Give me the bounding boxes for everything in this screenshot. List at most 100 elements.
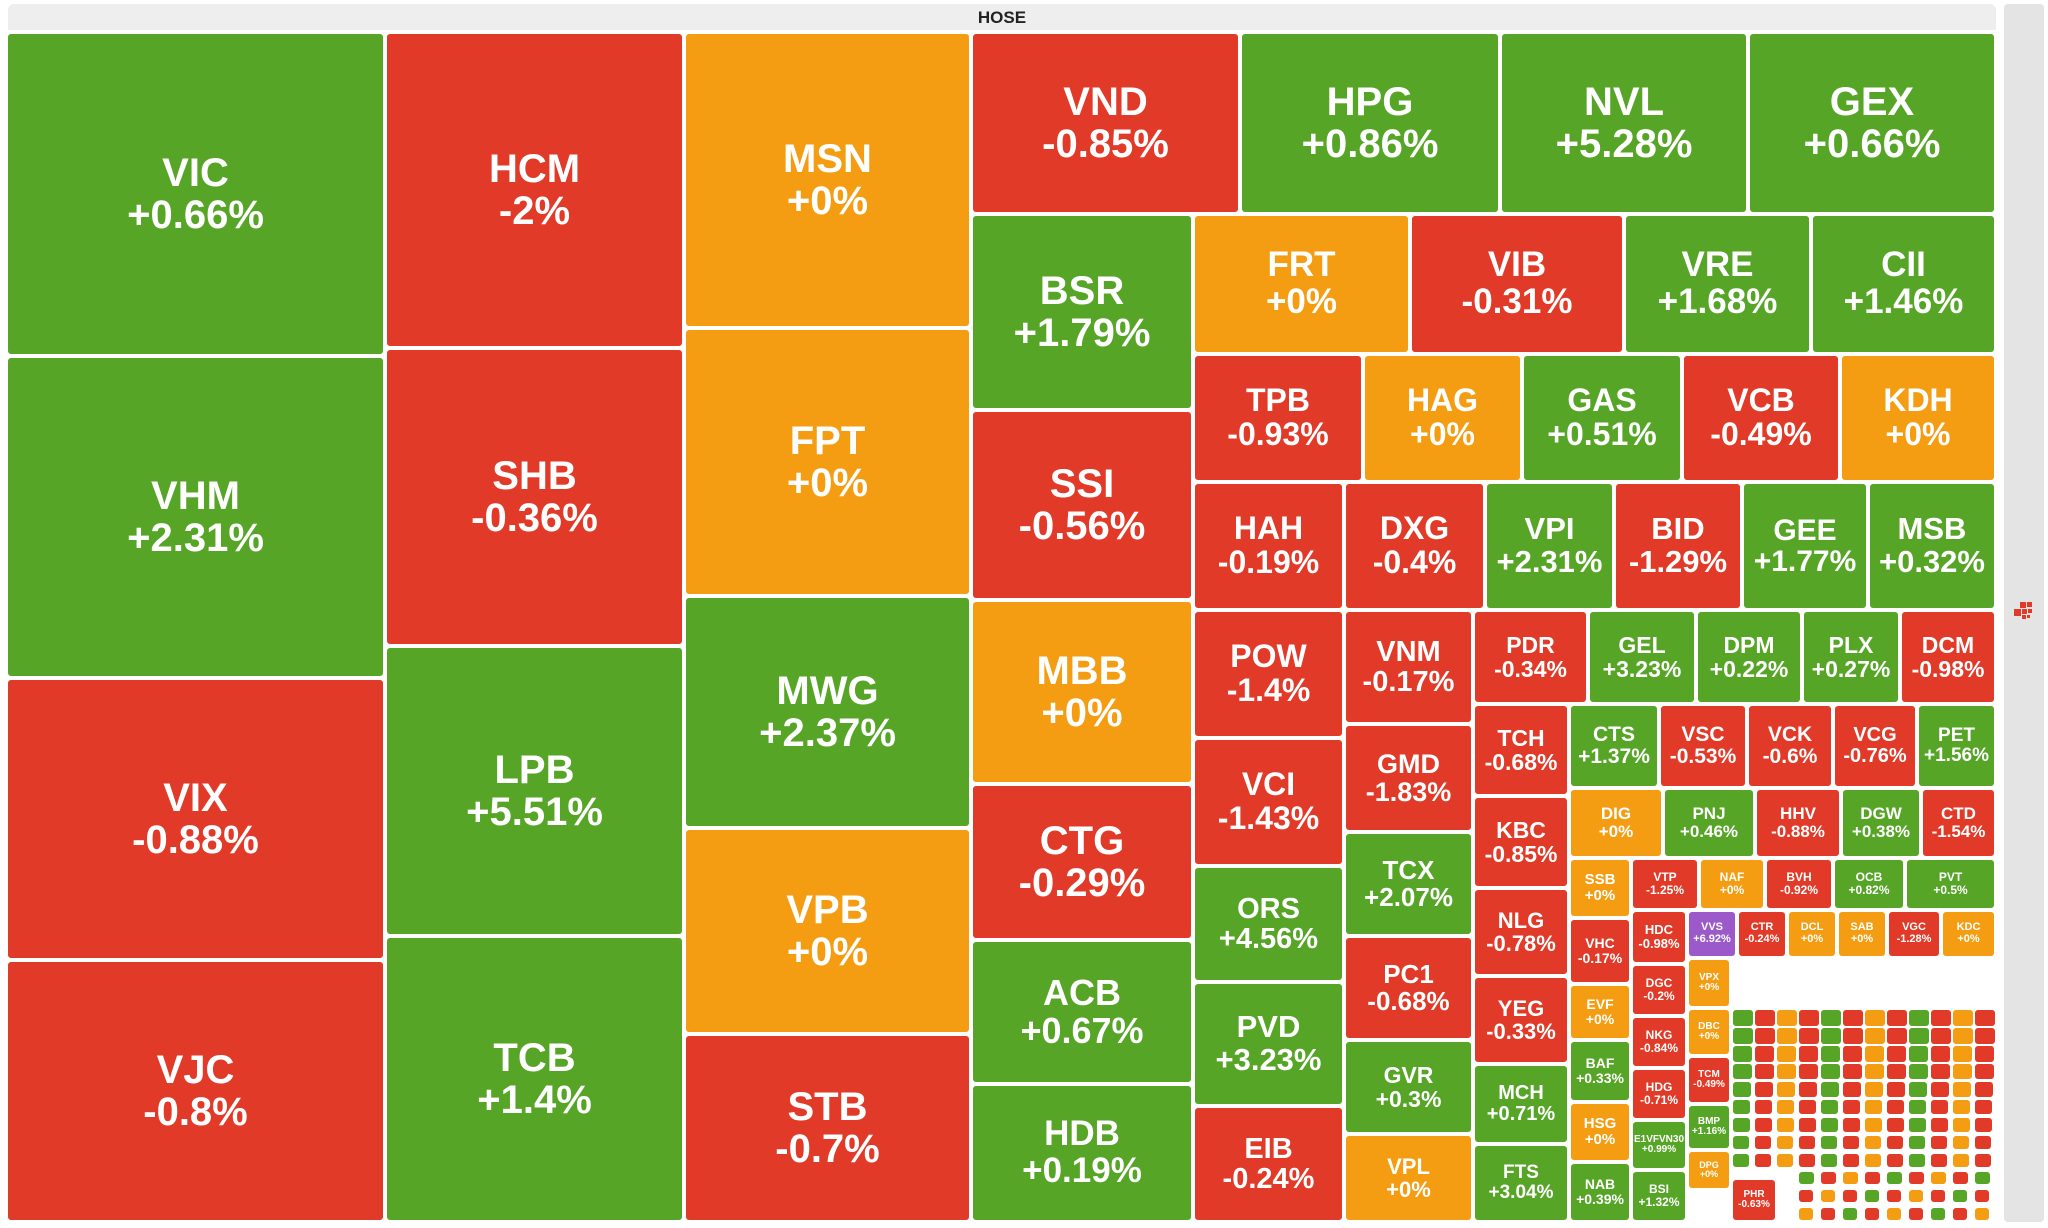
treemap-mini-icon[interactable] bbox=[2012, 600, 2034, 622]
small-tile[interactable] bbox=[1799, 1154, 1815, 1167]
small-tile[interactable] bbox=[1733, 1154, 1749, 1167]
tile-msb[interactable]: MSB +0.32% bbox=[1870, 484, 1994, 608]
small-tile[interactable] bbox=[1931, 1064, 1950, 1079]
small-tile[interactable] bbox=[1865, 1172, 1880, 1184]
tile-kdh[interactable]: KDH +0% bbox=[1842, 356, 1994, 480]
tile-vix[interactable]: VIX -0.88% bbox=[8, 680, 383, 958]
small-tile[interactable] bbox=[1799, 1208, 1813, 1220]
small-tile[interactable] bbox=[1887, 1046, 1906, 1062]
tile-bvh[interactable]: BVH -0.92% bbox=[1767, 860, 1831, 908]
tile-tcx[interactable]: TCX +2.07% bbox=[1346, 834, 1471, 934]
small-tile[interactable] bbox=[1975, 1046, 1994, 1062]
tile-sab[interactable]: SAB +0% bbox=[1839, 912, 1885, 956]
tile-dbc[interactable]: DBC +0% bbox=[1689, 1010, 1729, 1054]
small-tile[interactable] bbox=[1953, 1190, 1967, 1202]
tile-mbb[interactable]: MBB +0% bbox=[973, 602, 1191, 782]
tile-dxg[interactable]: DXG -0.4% bbox=[1346, 484, 1483, 608]
small-tile[interactable] bbox=[1975, 1010, 1995, 1026]
small-tile[interactable] bbox=[1799, 1100, 1816, 1114]
small-tile[interactable] bbox=[1843, 1172, 1858, 1184]
small-tile[interactable] bbox=[1953, 1028, 1973, 1044]
tile-hhv[interactable]: HHV -0.88% bbox=[1757, 790, 1839, 856]
tile-vsc[interactable]: VSC -0.53% bbox=[1661, 706, 1745, 786]
tile-hag[interactable]: HAG +0% bbox=[1365, 356, 1520, 480]
small-tile[interactable] bbox=[1777, 1136, 1793, 1149]
small-tile[interactable] bbox=[1821, 1082, 1839, 1097]
tile-acb[interactable]: ACB +0.67% bbox=[973, 942, 1191, 1082]
small-tile[interactable] bbox=[1975, 1118, 1992, 1132]
tile-vnd[interactable]: VND -0.85% bbox=[973, 34, 1238, 212]
tile-e1vfvn30[interactable]: E1VFVN30 +0.99% bbox=[1633, 1122, 1685, 1168]
tile-vib[interactable]: VIB -0.31% bbox=[1412, 216, 1622, 352]
tile-vvs[interactable]: VVS +6.92% bbox=[1689, 912, 1735, 956]
small-tile[interactable] bbox=[1887, 1100, 1904, 1114]
small-tile[interactable] bbox=[1865, 1154, 1881, 1167]
tile-bsr[interactable]: BSR +1.79% bbox=[973, 216, 1191, 408]
tile-pow[interactable]: POW -1.4% bbox=[1195, 612, 1342, 736]
small-tile[interactable] bbox=[1887, 1082, 1905, 1097]
small-tile[interactable] bbox=[1799, 1190, 1813, 1202]
small-tile[interactable] bbox=[1975, 1154, 1991, 1167]
small-tile[interactable] bbox=[1865, 1208, 1879, 1220]
small-tile[interactable] bbox=[1953, 1046, 1972, 1062]
small-tile[interactable] bbox=[1953, 1172, 1968, 1184]
tile-vgc[interactable]: VGC -1.28% bbox=[1889, 912, 1939, 956]
small-tile[interactable] bbox=[1865, 1118, 1882, 1132]
tile-hsg[interactable]: HSG +0% bbox=[1571, 1104, 1629, 1160]
small-tile[interactable] bbox=[1777, 1064, 1796, 1079]
small-tile[interactable] bbox=[1799, 1118, 1816, 1132]
small-tile[interactable] bbox=[1777, 1046, 1796, 1062]
small-tile[interactable] bbox=[1843, 1082, 1861, 1097]
small-tile[interactable] bbox=[1777, 1118, 1794, 1132]
tile-mch[interactable]: MCH +0.71% bbox=[1475, 1066, 1567, 1142]
small-tile[interactable] bbox=[1931, 1154, 1947, 1167]
small-tile[interactable] bbox=[1931, 1082, 1949, 1097]
small-tile[interactable] bbox=[1887, 1028, 1907, 1044]
small-tile[interactable] bbox=[1931, 1190, 1945, 1202]
tile-bsi[interactable]: BSI +1.32% bbox=[1633, 1172, 1685, 1220]
small-tile[interactable] bbox=[1975, 1136, 1991, 1149]
small-tile[interactable] bbox=[1733, 1028, 1753, 1044]
tile-ctg[interactable]: CTG -0.29% bbox=[973, 786, 1191, 938]
small-tile[interactable] bbox=[1733, 1136, 1749, 1149]
small-tile[interactable] bbox=[1909, 1190, 1923, 1202]
small-tile[interactable] bbox=[1843, 1136, 1859, 1149]
small-tile[interactable] bbox=[1821, 1190, 1835, 1202]
small-tile[interactable] bbox=[1865, 1136, 1881, 1149]
small-tile[interactable] bbox=[1909, 1154, 1925, 1167]
small-tile[interactable] bbox=[1821, 1172, 1836, 1184]
small-tile[interactable] bbox=[1843, 1064, 1862, 1079]
tile-dcm[interactable]: DCM -0.98% bbox=[1902, 612, 1994, 702]
small-tile[interactable] bbox=[1887, 1064, 1906, 1079]
tile-gvr[interactable]: GVR +0.3% bbox=[1346, 1042, 1471, 1132]
tile-vpi[interactable]: VPI +2.31% bbox=[1487, 484, 1612, 608]
small-tile[interactable] bbox=[1953, 1208, 1967, 1220]
small-tile[interactable] bbox=[1909, 1208, 1923, 1220]
tile-gas[interactable]: GAS +0.51% bbox=[1524, 356, 1680, 480]
small-tile[interactable] bbox=[1865, 1046, 1884, 1062]
tile-mwg[interactable]: MWG +2.37% bbox=[686, 598, 969, 826]
small-tile[interactable] bbox=[1755, 1028, 1775, 1044]
small-tile[interactable] bbox=[1777, 1028, 1797, 1044]
small-tile[interactable] bbox=[1733, 1064, 1752, 1079]
small-tile[interactable] bbox=[1975, 1064, 1994, 1079]
tile-cts[interactable]: CTS +1.37% bbox=[1571, 706, 1657, 786]
small-tile[interactable] bbox=[1843, 1208, 1857, 1220]
tile-vpl[interactable]: VPL +0% bbox=[1346, 1136, 1471, 1220]
tile-tpb[interactable]: TPB -0.93% bbox=[1195, 356, 1361, 480]
small-tile[interactable] bbox=[1909, 1136, 1925, 1149]
small-tile[interactable] bbox=[1865, 1100, 1882, 1114]
small-tile[interactable] bbox=[1821, 1208, 1835, 1220]
small-tile[interactable] bbox=[1821, 1046, 1840, 1062]
small-tile[interactable] bbox=[1953, 1082, 1971, 1097]
tile-eib[interactable]: EIB -0.24% bbox=[1195, 1108, 1342, 1220]
tile-dgw[interactable]: DGW +0.38% bbox=[1843, 790, 1919, 856]
tile-tcm[interactable]: TCM -0.49% bbox=[1689, 1058, 1729, 1102]
small-tile[interactable] bbox=[1931, 1100, 1948, 1114]
tile-frt[interactable]: FRT +0% bbox=[1195, 216, 1408, 352]
small-tile[interactable] bbox=[1843, 1046, 1862, 1062]
small-tile[interactable] bbox=[1975, 1028, 1995, 1044]
tile-gex[interactable]: GEX +0.66% bbox=[1750, 34, 1994, 212]
tile-fpt[interactable]: FPT +0% bbox=[686, 330, 969, 594]
small-tile[interactable] bbox=[1865, 1064, 1884, 1079]
